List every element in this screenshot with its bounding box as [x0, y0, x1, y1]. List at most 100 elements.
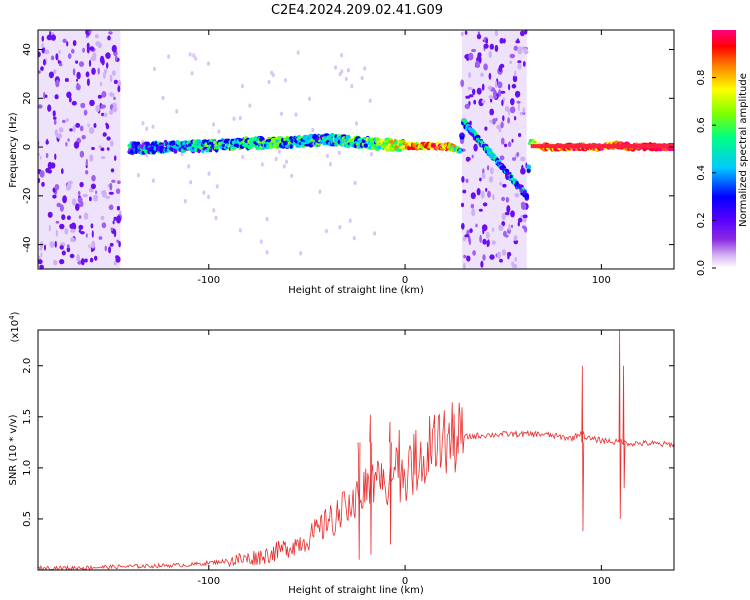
faint-blob — [373, 231, 377, 236]
noise-blob — [72, 124, 76, 133]
noise-blob — [110, 227, 114, 232]
noise-blob — [109, 242, 114, 247]
noise-blob — [112, 70, 116, 76]
noise-blob — [463, 254, 467, 259]
noise-blob — [53, 259, 58, 266]
noise-blob — [468, 94, 474, 98]
noise-blob — [77, 196, 83, 203]
faint-blob — [180, 151, 184, 157]
noise-blob — [499, 155, 505, 161]
spectrogram-content — [38, 30, 674, 269]
noise-blob — [517, 46, 523, 55]
noise-blob — [108, 31, 113, 35]
snr-frame — [37, 329, 675, 571]
noise-blob — [497, 251, 502, 260]
noise-blob — [509, 53, 516, 59]
ridge-core — [530, 144, 674, 149]
noise-blob — [111, 44, 117, 53]
noise-blob — [476, 34, 482, 40]
noise-blob — [85, 233, 88, 238]
noise-blob — [112, 220, 115, 225]
x-tick-label: -100 — [197, 275, 220, 286]
noise-blob — [480, 190, 485, 199]
snr-panel: -100 0 100 0.5 1.0 1.5 2.0 Height of straight … — [8, 311, 675, 596]
noise-blob — [41, 43, 44, 49]
noise-blob — [103, 71, 106, 79]
faint-blob — [318, 189, 322, 194]
noise-blob — [49, 241, 55, 248]
snr-spike — [388, 421, 392, 545]
noise-blob — [501, 212, 506, 221]
noise-blob — [105, 52, 111, 59]
noise-blob — [38, 70, 41, 74]
noise-blob — [50, 55, 55, 61]
noise-blob — [83, 109, 88, 116]
noise-blob — [109, 182, 113, 191]
noise-blob — [44, 244, 46, 251]
noise-blob — [114, 155, 117, 161]
noise-blob — [510, 210, 515, 218]
ridge-mark — [304, 143, 310, 147]
noise-blob — [487, 190, 491, 198]
noise-blob — [38, 104, 43, 109]
faint-blob — [265, 217, 269, 222]
noise-blob — [80, 102, 86, 109]
noise-blob — [100, 104, 105, 110]
noise-blob — [50, 34, 57, 41]
noise-blob — [66, 91, 72, 99]
noise-blob — [471, 208, 476, 217]
noise-blob — [480, 72, 484, 77]
ridge-mark — [457, 150, 463, 154]
noise-blob — [509, 106, 516, 114]
noise-blob — [45, 153, 49, 158]
noise-blob — [98, 145, 102, 149]
noise-blob — [522, 225, 526, 229]
noise-blob — [66, 41, 69, 47]
noise-blob — [465, 95, 471, 99]
noise-blob — [501, 99, 504, 107]
noise-blob — [499, 258, 503, 263]
noise-blob — [105, 195, 110, 200]
noise-blob — [485, 231, 490, 239]
noise-blob — [108, 246, 112, 254]
colorbar-tick-label: 0.4 — [696, 165, 707, 181]
faint-blob — [360, 75, 364, 81]
ridge-mark — [209, 147, 213, 153]
noise-blob — [489, 108, 495, 116]
noise-blob — [75, 203, 80, 211]
noise-blob — [82, 193, 88, 198]
noise-blob — [472, 250, 476, 256]
noise-blob — [473, 143, 478, 152]
faint-blob — [240, 84, 244, 89]
spectrogram-panel: -100 0 100 40 20 0 -20 -40 Height of straight l… — [8, 29, 675, 296]
noise-blob — [508, 224, 511, 231]
noise-blob — [482, 228, 485, 235]
noise-blob — [78, 215, 82, 219]
noise-blob — [72, 40, 77, 47]
faint-blob — [212, 122, 216, 127]
noise-blob — [482, 202, 488, 207]
faint-blob — [280, 111, 283, 117]
noise-blob — [486, 165, 490, 171]
y-tick-label: 1.0 — [22, 460, 33, 476]
ridge-mark — [214, 145, 219, 150]
noise-blob — [473, 99, 477, 105]
noise-blob — [495, 117, 498, 122]
snr-spike — [581, 365, 585, 532]
faint-blob — [294, 112, 298, 117]
faint-blob — [161, 95, 165, 101]
ridge-mark — [377, 144, 382, 150]
noise-blob — [99, 81, 103, 86]
faint-blob — [238, 228, 242, 233]
noise-blob — [100, 215, 105, 221]
noise-blob — [513, 45, 518, 51]
faint-blob — [352, 236, 356, 241]
ridge-mark — [173, 149, 178, 154]
noise-blob — [514, 90, 521, 98]
noise-blob — [498, 89, 502, 97]
noise-blob — [53, 119, 57, 125]
noise-blob — [520, 156, 526, 162]
noise-blob — [516, 152, 520, 157]
noise-blob — [489, 176, 493, 183]
snr-spike — [618, 330, 622, 519]
